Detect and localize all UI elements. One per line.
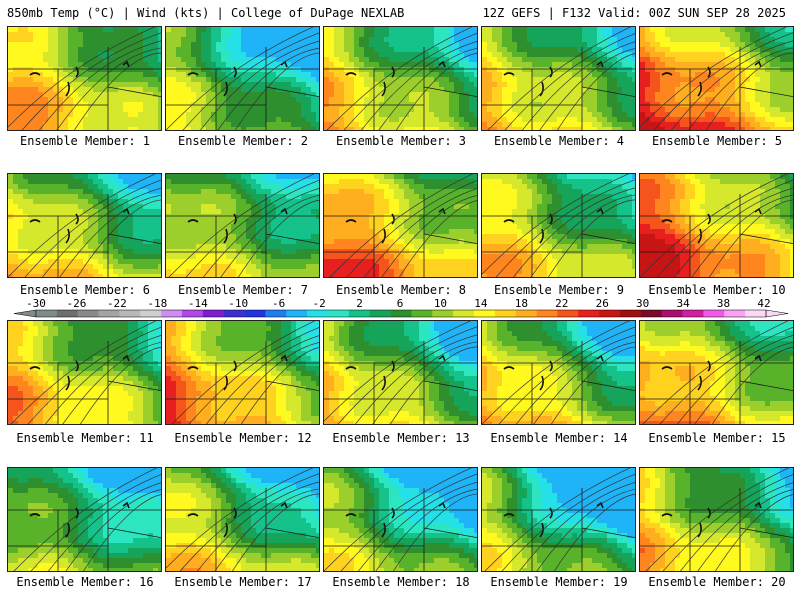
colorbar-min-arrow xyxy=(13,309,37,318)
colorbar-tick-label: 34 xyxy=(676,297,690,310)
ensemble-map-10 xyxy=(639,173,794,278)
colorbar-swatch xyxy=(98,310,120,317)
colorbar-swatch xyxy=(620,310,642,317)
colorbar-swatch xyxy=(432,310,454,317)
colorbar-tick-label: -2 xyxy=(312,297,326,310)
colorbar-swatch xyxy=(682,310,704,317)
colorbar-swatch xyxy=(56,310,79,317)
ensemble-map-16 xyxy=(7,467,162,572)
colorbar-swatch xyxy=(244,310,266,317)
colorbar-swatch xyxy=(36,310,58,317)
ensemble-member-label: Ensemble Member: 12 xyxy=(174,431,312,445)
colorbar-swatch xyxy=(557,310,579,317)
colorbar-swatch xyxy=(640,310,663,317)
ensemble-map-19 xyxy=(481,467,636,572)
ensemble-map-4 xyxy=(481,26,636,131)
ensemble-member-label: Ensemble Member: 14 xyxy=(490,431,628,445)
ensemble-member-label: Ensemble Member: 2 xyxy=(177,134,309,148)
colorbar-swatch xyxy=(390,310,412,317)
ensemble-map-5 xyxy=(639,26,794,131)
ensemble-member-label: Ensemble Member: 19 xyxy=(490,575,628,589)
ensemble-map-20 xyxy=(639,467,794,572)
colorbar-swatch xyxy=(348,310,371,317)
ensemble-member-label: Ensemble Member: 20 xyxy=(648,575,786,589)
colorbar-tick-label: 2 xyxy=(356,297,363,310)
ensemble-map-11 xyxy=(7,320,162,425)
colorbar-tick-label: -6 xyxy=(272,297,286,310)
colorbar-swatch xyxy=(161,310,183,317)
ensemble-member-label: Ensemble Member: 6 xyxy=(19,283,151,297)
ensemble-member-label: Ensemble Member: 5 xyxy=(651,134,783,148)
colorbar-tick-label: -22 xyxy=(106,297,127,310)
colorbar-swatch xyxy=(411,310,433,317)
colorbar-tick-label: 26 xyxy=(595,297,609,310)
colorbar-tick-label: 30 xyxy=(636,297,650,310)
ensemble-member-label: Ensemble Member: 13 xyxy=(332,431,470,445)
ensemble-map-13 xyxy=(323,320,478,425)
colorbar-tick-label: 42 xyxy=(757,297,771,310)
colorbar-tick-label: 6 xyxy=(396,297,404,310)
colorbar-swatch xyxy=(286,310,308,317)
colorbar-swatch xyxy=(453,310,475,317)
ensemble-member-label: Ensemble Member: 4 xyxy=(493,134,625,148)
colorbar-swatch xyxy=(515,310,537,317)
ensemble-map-1 xyxy=(7,26,162,131)
colorbar-swatch xyxy=(77,310,99,317)
run-valid-time: 12Z GEFS | F132 Valid: 00Z SUN SEP 28 20… xyxy=(482,6,786,20)
ensemble-member-label: Ensemble Member: 18 xyxy=(332,575,470,589)
ensemble-map-12 xyxy=(165,320,320,425)
ensemble-map-8 xyxy=(323,173,478,278)
colorbar-swatch xyxy=(578,310,600,317)
ensemble-member-label: Ensemble Member: 16 xyxy=(16,575,154,589)
colorbar-swatch xyxy=(223,310,245,317)
ensemble-member-label: Ensemble Member: 3 xyxy=(335,134,467,148)
colorbar-tick-label: 10 xyxy=(433,297,448,310)
ensemble-member-label: Ensemble Member: 1 xyxy=(19,134,151,148)
map-title: 850mb Temp (°C) | Wind (kts) | College o… xyxy=(7,6,405,20)
ensemble-map-14 xyxy=(481,320,636,425)
colorbar-tick-label: 38 xyxy=(716,297,731,310)
ensemble-map-9 xyxy=(481,173,636,278)
ensemble-map-3 xyxy=(323,26,478,131)
colorbar-max-arrow xyxy=(765,309,789,318)
ensemble-member-label: Ensemble Member: 9 xyxy=(493,283,625,297)
colorbar-tick-label: -30 xyxy=(26,297,46,310)
colorbar-swatch xyxy=(599,310,621,317)
colorbar-swatch xyxy=(536,310,558,317)
colorbar-tick-label: -18 xyxy=(147,297,168,310)
colorbar-tick-label: 18 xyxy=(514,297,528,310)
colorbar-swatch xyxy=(494,310,517,317)
colorbar-swatch xyxy=(474,310,496,317)
ensemble-map-15 xyxy=(639,320,794,425)
colorbar-swatch xyxy=(745,310,767,317)
colorbar-swatch xyxy=(661,310,683,317)
colorbar-swatch xyxy=(119,310,141,317)
colorbar-swatch xyxy=(140,310,162,317)
ensemble-member-label: Ensemble Member: 8 xyxy=(335,283,467,297)
ensemble-map-17 xyxy=(165,467,320,572)
colorbar-tick-label: -14 xyxy=(187,297,208,310)
ensemble-map-7 xyxy=(165,173,320,278)
colorbar-swatch xyxy=(265,310,287,317)
colorbar-tick-label: 22 xyxy=(555,297,569,310)
ensemble-member-label: Ensemble Member: 15 xyxy=(648,431,786,445)
colorbar-swatch xyxy=(328,310,350,317)
ensemble-member-label: Ensemble Member: 7 xyxy=(177,283,309,297)
colorbar-swatch xyxy=(307,310,329,317)
colorbar-swatch xyxy=(369,310,391,317)
colorbar-swatch xyxy=(202,310,225,317)
colorbar-tick-label: -10 xyxy=(228,297,249,310)
ensemble-map-6 xyxy=(7,173,162,278)
ensemble-map-18 xyxy=(323,467,478,572)
colorbar-tick-label: 14 xyxy=(474,297,488,310)
ensemble-member-label: Ensemble Member: 11 xyxy=(16,431,154,445)
temperature-colorbar xyxy=(13,309,789,318)
ensemble-member-label: Ensemble Member: 10 xyxy=(648,283,786,297)
ensemble-map-2 xyxy=(165,26,320,131)
colorbar-tick-label: -26 xyxy=(66,297,87,310)
colorbar-swatch xyxy=(182,310,204,317)
colorbar-swatch xyxy=(724,310,746,317)
ensemble-member-label: Ensemble Member: 17 xyxy=(174,575,312,589)
colorbar-swatch xyxy=(703,310,725,317)
